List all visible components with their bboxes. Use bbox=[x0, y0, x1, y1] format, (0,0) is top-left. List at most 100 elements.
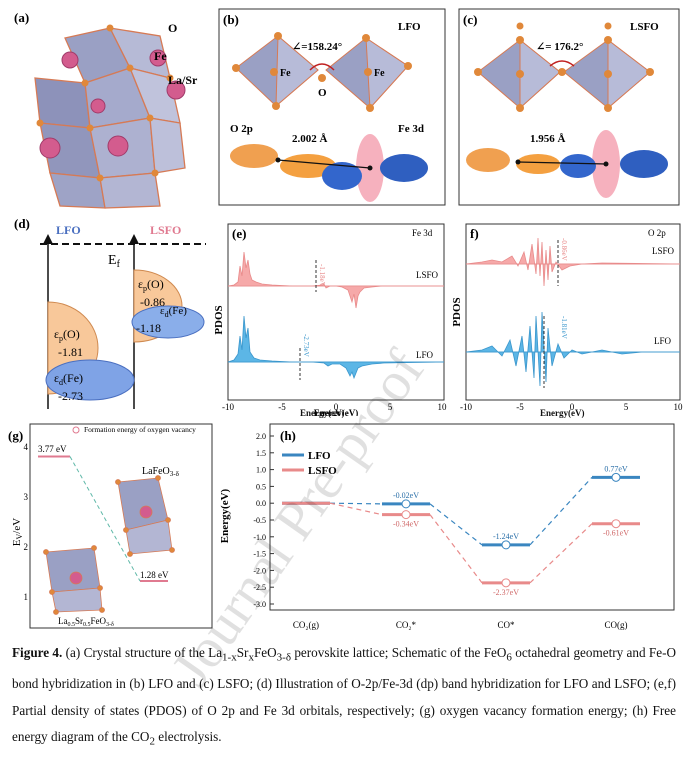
perovskite-lattice-illustration bbox=[34, 27, 186, 209]
lsfo-bond-length: 1.956 Å bbox=[530, 133, 566, 145]
lfo-orbital-illustration bbox=[230, 134, 428, 202]
lsfo-fe3d-curve bbox=[227, 251, 444, 309]
panel-f-tick: 5 bbox=[624, 402, 629, 412]
panel-g-ylabel: EV/eV bbox=[11, 518, 24, 546]
lsfo-oxygen-atoms bbox=[474, 22, 654, 112]
panel-g-label: (g) bbox=[8, 428, 23, 443]
panel-c-lsfo-octahedra: (c) LSFO ∠= 176.2° 1.956 Å bbox=[458, 8, 680, 206]
energy-connector-h-lsfo bbox=[529, 523, 593, 584]
energy-connector-h-lfo bbox=[529, 476, 593, 546]
panel-f-tick: -5 bbox=[516, 402, 524, 412]
panel-b-lfo-octahedra: (b) LFO ∠=158.24° Fe Fe O O 2p Fe 3d 2.0… bbox=[218, 8, 446, 206]
lfo-o2p-center: -1.81eV bbox=[560, 316, 568, 339]
panel-h-ytick: 0.0 bbox=[256, 499, 266, 508]
atom-label-o: O bbox=[168, 21, 177, 35]
panel-f-tick: 10 bbox=[674, 402, 684, 412]
lfo-fe3d-curve bbox=[227, 315, 445, 380]
energy-connector-h-lfo bbox=[429, 503, 483, 546]
energy-value-h-lsfo: -2.37eV bbox=[493, 588, 519, 597]
lsfo-fe-value: -1.18 bbox=[136, 321, 161, 335]
panel-f-lsfo-label: LSFO bbox=[652, 246, 675, 256]
lfo-fe-label: εd(Fe) bbox=[54, 371, 83, 387]
caption-text: electrolysis. bbox=[154, 729, 222, 745]
panel-e-lsfo-label: LSFO bbox=[416, 270, 439, 280]
panel-f-o2p-pdos: f) O 2p PDOS -0.86eV -1.81eV LSFO LFO -1… bbox=[452, 223, 684, 412]
lfo-bond-length: 2.002 Å bbox=[292, 133, 328, 145]
panel-e-tick: 5 bbox=[388, 402, 393, 412]
panel-a-label: (a) bbox=[14, 10, 29, 25]
panel-b-label: (b) bbox=[223, 12, 239, 27]
panel-e-tick: -10 bbox=[222, 402, 234, 412]
legend-marker bbox=[72, 426, 80, 434]
lsfo-structure-icon bbox=[43, 545, 105, 615]
panel-f-tick: -10 bbox=[460, 402, 472, 412]
panel-h-ytick: 1.5 bbox=[256, 449, 266, 458]
panel-h-ylabel: Energy(eV) bbox=[219, 488, 231, 543]
panel-h-ytick: 1.0 bbox=[256, 466, 266, 475]
panel-h-xcat: CO₂* bbox=[396, 620, 417, 630]
panel-h-xcat: CO₂(g) bbox=[293, 620, 319, 630]
lsfo-op-value: -0.86 bbox=[140, 295, 165, 309]
panel-h-label: (h) bbox=[280, 428, 296, 443]
lsfo-fe-band bbox=[131, 305, 205, 339]
lfo-oxygen-atoms bbox=[232, 32, 412, 112]
panel-e-xlabel: Energy(eV) bbox=[314, 408, 359, 416]
orbital-o2p-label: O 2p bbox=[230, 123, 253, 135]
energy-value-h-lfo: 0.77eV bbox=[604, 464, 628, 473]
lsfo-fe-label: εd(Fe) bbox=[160, 305, 187, 319]
lfo-fe3d-center: -2.73eV bbox=[302, 334, 310, 357]
caption-text: Sr bbox=[236, 645, 249, 660]
panel-h-free-energy-diagram: (h) Energy(eV) 2.0 1.5 1.0 0.5 0.0 -0.5 -1.0 -1… bbox=[219, 423, 675, 630]
panel-h-ytick: -0.5 bbox=[253, 516, 266, 525]
lfo-angle-arc bbox=[309, 63, 335, 71]
lfo-fe-right: Fe bbox=[374, 68, 385, 79]
panel-h-xcat: CO* bbox=[497, 620, 515, 630]
energy-point-h-lsfo bbox=[611, 519, 621, 529]
panel-h-ytick: -3.0 bbox=[253, 600, 266, 609]
caption-sub: x bbox=[248, 651, 254, 664]
lfo-op-label: εp(O) bbox=[54, 327, 80, 343]
panel-h-xcat: CO(g) bbox=[605, 620, 628, 630]
legend-lfo-label: LFO bbox=[308, 450, 331, 462]
lsfo-angle: ∠= 176.2° bbox=[536, 41, 583, 53]
panel-h-ytick: -2.5 bbox=[253, 583, 266, 592]
atom-label-fe: Fe bbox=[154, 49, 167, 63]
vacancy-value-lsfo: 1.28 eV bbox=[140, 570, 169, 580]
caption-sub: 6 bbox=[506, 651, 512, 664]
panel-g-ytick: 4 bbox=[24, 442, 29, 452]
panel-f-tick: 0 bbox=[570, 402, 575, 412]
lfo-angle: ∠=158.24° bbox=[292, 41, 342, 53]
panel-d-lsfo-title: LSFO bbox=[150, 223, 181, 237]
panel-c-title: LSFO bbox=[630, 21, 659, 33]
lfo-fe-left: Fe bbox=[280, 68, 291, 79]
energy-value-h-lsfo: -0.61eV bbox=[603, 529, 629, 538]
energy-point-h-lfo bbox=[611, 472, 621, 482]
material-lafeo3: LaFeO3-δ bbox=[142, 466, 180, 478]
la-sr-atoms bbox=[39, 49, 186, 159]
panel-e-ylabel: PDOS bbox=[213, 305, 225, 334]
energy-connector-h-lfo bbox=[329, 502, 383, 505]
figure-caption: Figure 4. (a) Crystal structure of the L… bbox=[12, 640, 676, 755]
legend-lsfo-label: LSFO bbox=[308, 465, 337, 477]
panel-e-tick: 10 bbox=[438, 402, 448, 412]
atom-label-la-sr: La/Sr bbox=[168, 73, 198, 87]
energy-value-h-lfo: -1.24eV bbox=[493, 532, 519, 541]
panel-d-label: (d) bbox=[14, 216, 30, 231]
panel-f-xlabel-text: Energy(eV) bbox=[540, 408, 585, 418]
panel-h-ytick: 2.0 bbox=[256, 432, 266, 441]
panel-g-legend: Formation energy of oxygen vacancy bbox=[84, 425, 196, 434]
panel-e-lfo-label: LFO bbox=[416, 350, 434, 360]
lfo-fe-band bbox=[45, 359, 135, 401]
panel-e-xlabel-text: Energy(eV) bbox=[300, 408, 345, 418]
panel-f-ylabel: PDOS bbox=[452, 297, 463, 326]
panel-g-ytick: 1 bbox=[24, 592, 29, 602]
lfo-o-center: O bbox=[318, 87, 327, 99]
caption-sub: 2 bbox=[149, 735, 155, 748]
panel-e-tick: 0 bbox=[334, 402, 339, 412]
energy-point-h-lfo bbox=[401, 499, 411, 509]
vacancy-value-lafeo3: 3.77 eV bbox=[38, 444, 67, 454]
panel-b-title: LFO bbox=[398, 21, 421, 33]
energy-point-h-lsfo bbox=[401, 510, 411, 520]
panel-c-label: (c) bbox=[463, 12, 477, 27]
lsfo-orbital-illustration bbox=[466, 130, 668, 198]
